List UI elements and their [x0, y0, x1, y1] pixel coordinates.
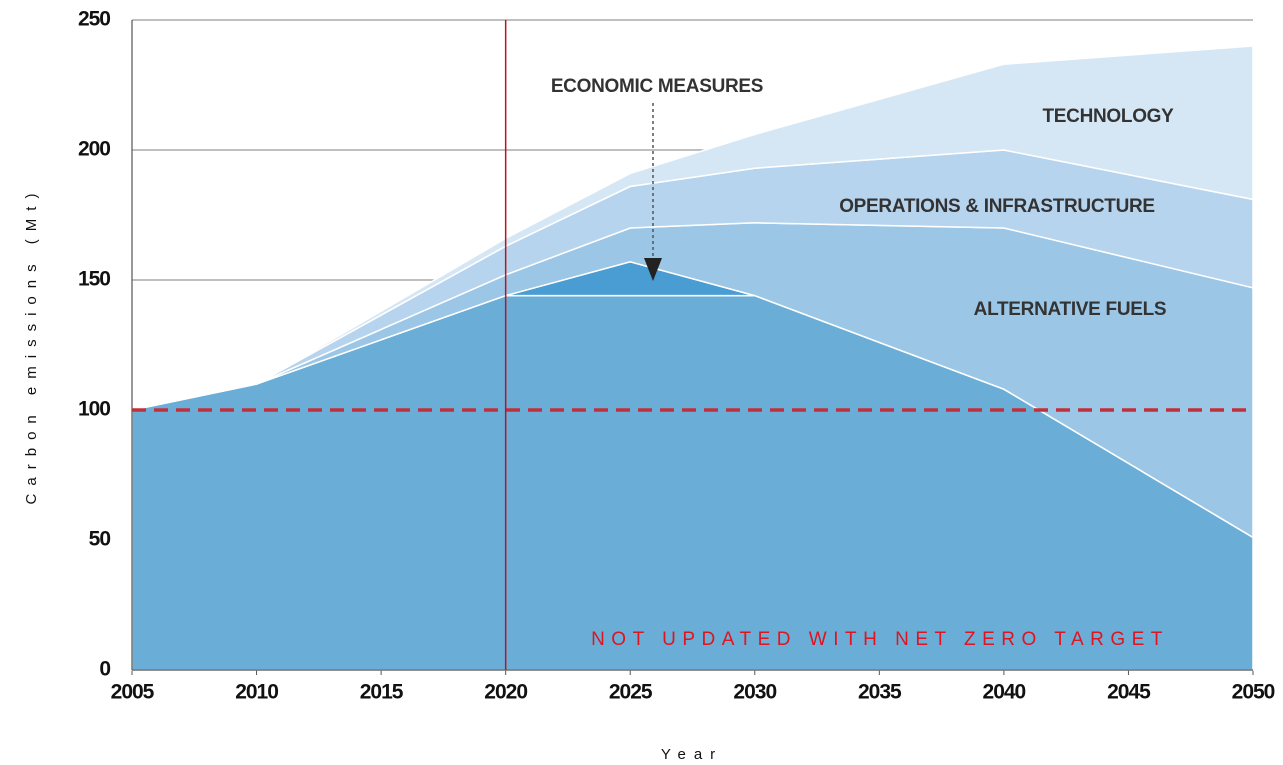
- y-tick-label: 100: [78, 398, 110, 421]
- x-tick-label: 2050: [1232, 681, 1275, 704]
- x-axis-label: Year: [661, 746, 723, 763]
- x-tick-label: 2025: [609, 681, 653, 704]
- x-tick-label: 2015: [360, 681, 404, 704]
- x-tick-label: 2040: [983, 681, 1026, 704]
- y-tick-label: 0: [99, 658, 110, 681]
- x-tick-label: 2010: [235, 681, 278, 704]
- y-tick-label: 50: [89, 528, 111, 551]
- area: [131, 45, 1254, 411]
- area-label: OPERATIONS & INFRASTRUCTURE: [839, 196, 1155, 217]
- note: NOT UPDATED WITH NET ZERO TARGET: [591, 629, 1169, 650]
- x-tick-label: 2020: [484, 681, 527, 704]
- x-tick-label: 2030: [733, 681, 776, 704]
- x-tick-label: 2005: [111, 681, 155, 704]
- area-label: TECHNOLOGY: [1042, 106, 1174, 127]
- area-label: ECONOMIC MEASURES: [551, 76, 763, 97]
- y-axis-label: Carbon emissions (Mt): [23, 186, 40, 505]
- area-label: ALTERNATIVE FUELS: [974, 299, 1167, 320]
- arrow-head: [644, 258, 662, 281]
- y-tick-label: 150: [78, 268, 110, 291]
- x-tick-label: 2035: [858, 681, 902, 704]
- x-tick-label: 2045: [1107, 681, 1151, 704]
- y-tick-label: 250: [78, 8, 110, 31]
- y-tick-label: 200: [78, 138, 110, 161]
